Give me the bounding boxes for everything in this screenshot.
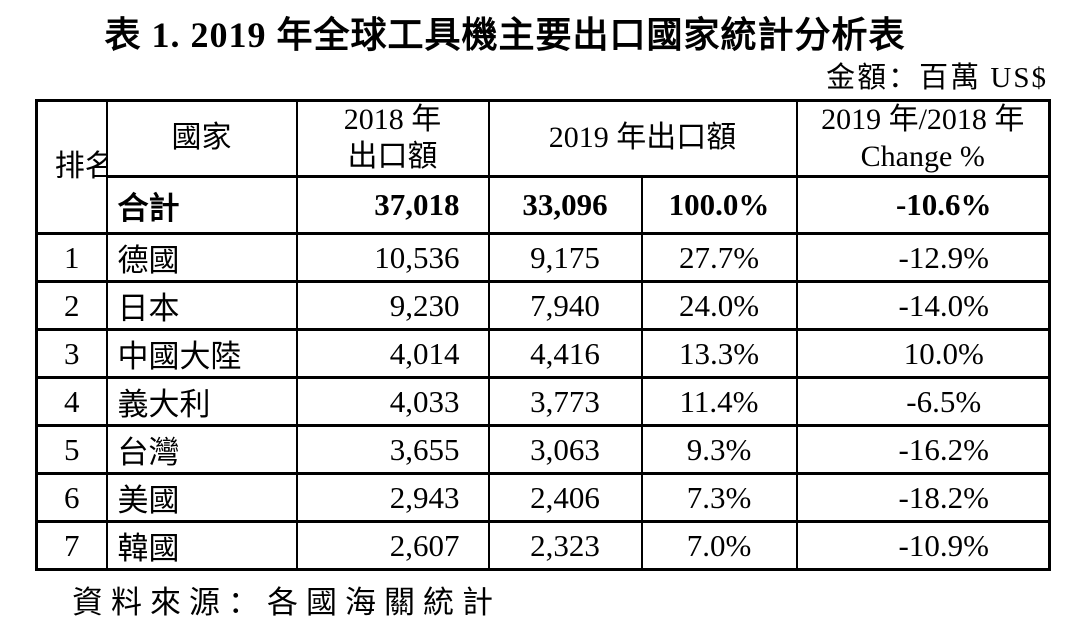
cell-country: 日本 <box>105 280 298 332</box>
total-label: 合計 <box>105 175 298 236</box>
cell-export-2019: 3,063 <box>487 424 643 476</box>
cell-change: 10.0% <box>795 328 1051 380</box>
header-change: 2019 年/2018 年 Change % <box>795 98 1051 179</box>
header-export-2018-line2: 出口額 <box>347 139 438 173</box>
total-share-2019: 100.0% <box>640 175 798 236</box>
cell-rank: 6 <box>35 472 108 524</box>
cell-export-2018: 9,230 <box>295 280 490 332</box>
cell-export-2018: 10,536 <box>295 232 490 284</box>
header-change-line2: Change % <box>860 139 985 173</box>
cell-change: -12.9% <box>795 232 1051 284</box>
cell-country: 韓國 <box>105 520 298 572</box>
cell-share-2019: 13.3% <box>640 328 798 380</box>
header-country: 國家 <box>105 98 298 179</box>
cell-change: -18.2% <box>795 472 1051 524</box>
table-row: 3 中國大陸 4,014 4,416 13.3% 10.0% <box>35 328 1051 380</box>
cell-country: 美國 <box>105 472 298 524</box>
cell-export-2019: 7,940 <box>487 280 643 332</box>
cell-country: 台灣 <box>105 424 298 476</box>
cell-share-2019: 7.3% <box>640 472 798 524</box>
header-export-2018-line1: 2018 年 <box>343 103 442 136</box>
cell-rank: 5 <box>35 424 108 476</box>
total-export-2018: 37,018 <box>295 175 490 236</box>
cell-export-2018: 4,033 <box>295 376 490 428</box>
header-country-label: 國家 <box>171 121 232 155</box>
cell-rank: 1 <box>35 232 108 284</box>
cell-change: -10.9% <box>795 520 1051 572</box>
cell-change: -14.0% <box>795 280 1051 332</box>
cell-share-2019: 7.0% <box>640 520 798 572</box>
total-export-2019: 33,096 <box>487 175 643 236</box>
total-change: -10.6% <box>795 175 1051 236</box>
cell-export-2019: 2,323 <box>487 520 643 572</box>
cell-share-2019: 27.7% <box>640 232 798 284</box>
cell-change: -6.5% <box>795 376 1051 428</box>
table-header-row: 排名 國家 2018 年 出口額 2019 年出口額 2019 年/2018 年… <box>35 98 1051 236</box>
table-row: 6 美國 2,943 2,406 7.3% -18.2% <box>35 472 1051 524</box>
cell-country: 義大利 <box>105 376 298 428</box>
page-title: 表 1. 2019 年全球工具機主要出口國家統計分析表 <box>104 15 906 55</box>
header-rank: 排名 <box>35 98 108 236</box>
cell-country: 中國大陸 <box>105 328 298 380</box>
source-note: 資料來源：各國海關統計 <box>72 585 501 620</box>
header-export-2019: 2019 年出口額 <box>487 98 798 179</box>
cell-share-2019: 9.3% <box>640 424 798 476</box>
cell-rank: 7 <box>35 520 108 572</box>
total-row: 合計 37,018 33,096 100.0% -10.6% <box>37 175 1051 236</box>
cell-country: 德國 <box>105 232 298 284</box>
header-rank-label: 排名 <box>54 149 105 183</box>
cell-export-2018: 2,943 <box>295 472 490 524</box>
table-row: 4 義大利 4,033 3,773 11.4% -6.5% <box>35 376 1051 428</box>
unit-note: 金額：百萬 US$ <box>826 62 1048 94</box>
cell-export-2019: 9,175 <box>487 232 643 284</box>
cell-change: -16.2% <box>795 424 1051 476</box>
cell-share-2019: 11.4% <box>640 376 798 428</box>
header-export-2018: 2018 年 出口額 <box>295 98 490 179</box>
cell-export-2018: 2,607 <box>295 520 490 572</box>
cell-export-2019: 4,416 <box>487 328 643 380</box>
cell-share-2019: 24.0% <box>640 280 798 332</box>
header-export-2019-label: 2019 年出口額 <box>548 121 737 155</box>
cell-rank: 4 <box>35 376 108 428</box>
header-change-line1: 2019 年/2018 年 <box>821 103 1025 136</box>
cell-export-2018: 3,655 <box>295 424 490 476</box>
table-row: 2 日本 9,230 7,940 24.0% -14.0% <box>35 280 1051 332</box>
table-row: 7 韓國 2,607 2,323 7.0% -10.9% <box>35 520 1051 572</box>
cell-rank: 2 <box>35 280 108 332</box>
export-statistics-table: 排名 國家 2018 年 出口額 2019 年出口額 2019 年/2018 年… <box>35 98 1051 572</box>
table-row: 1 德國 10,536 9,175 27.7% -12.9% <box>35 232 1051 284</box>
cell-export-2019: 3,773 <box>487 376 643 428</box>
cell-export-2018: 4,014 <box>295 328 490 380</box>
cell-export-2019: 2,406 <box>487 472 643 524</box>
cell-rank: 3 <box>35 328 108 380</box>
table-row: 5 台灣 3,655 3,063 9.3% -16.2% <box>35 424 1051 476</box>
